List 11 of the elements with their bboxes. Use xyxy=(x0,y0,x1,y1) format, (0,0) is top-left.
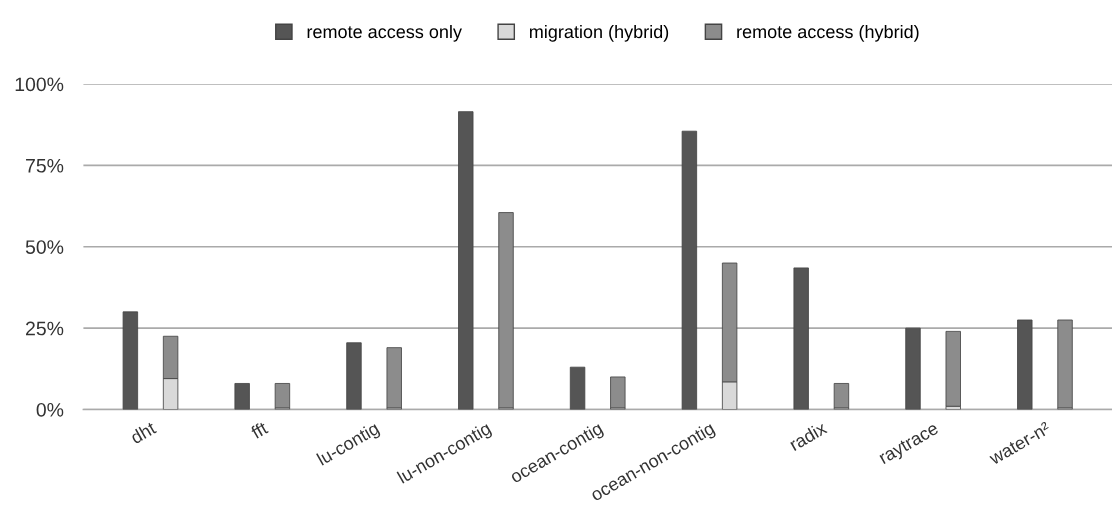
y-tick-label: 50% xyxy=(25,240,64,254)
legend-label: remote access (hybrid) xyxy=(737,24,919,42)
x-tick-label: radix xyxy=(788,420,828,452)
y-tick-label: 25% xyxy=(26,321,64,336)
y-tick-label: 0% xyxy=(36,402,64,417)
legend-label: remote access only xyxy=(307,24,462,42)
legend-label: migration (hybrid) xyxy=(529,24,669,42)
y-tick-label: 100% xyxy=(15,77,64,92)
y-tick-label: 75% xyxy=(26,158,64,173)
x-tick-label: fft xyxy=(249,420,269,440)
x-tick-label: dht xyxy=(129,420,157,445)
